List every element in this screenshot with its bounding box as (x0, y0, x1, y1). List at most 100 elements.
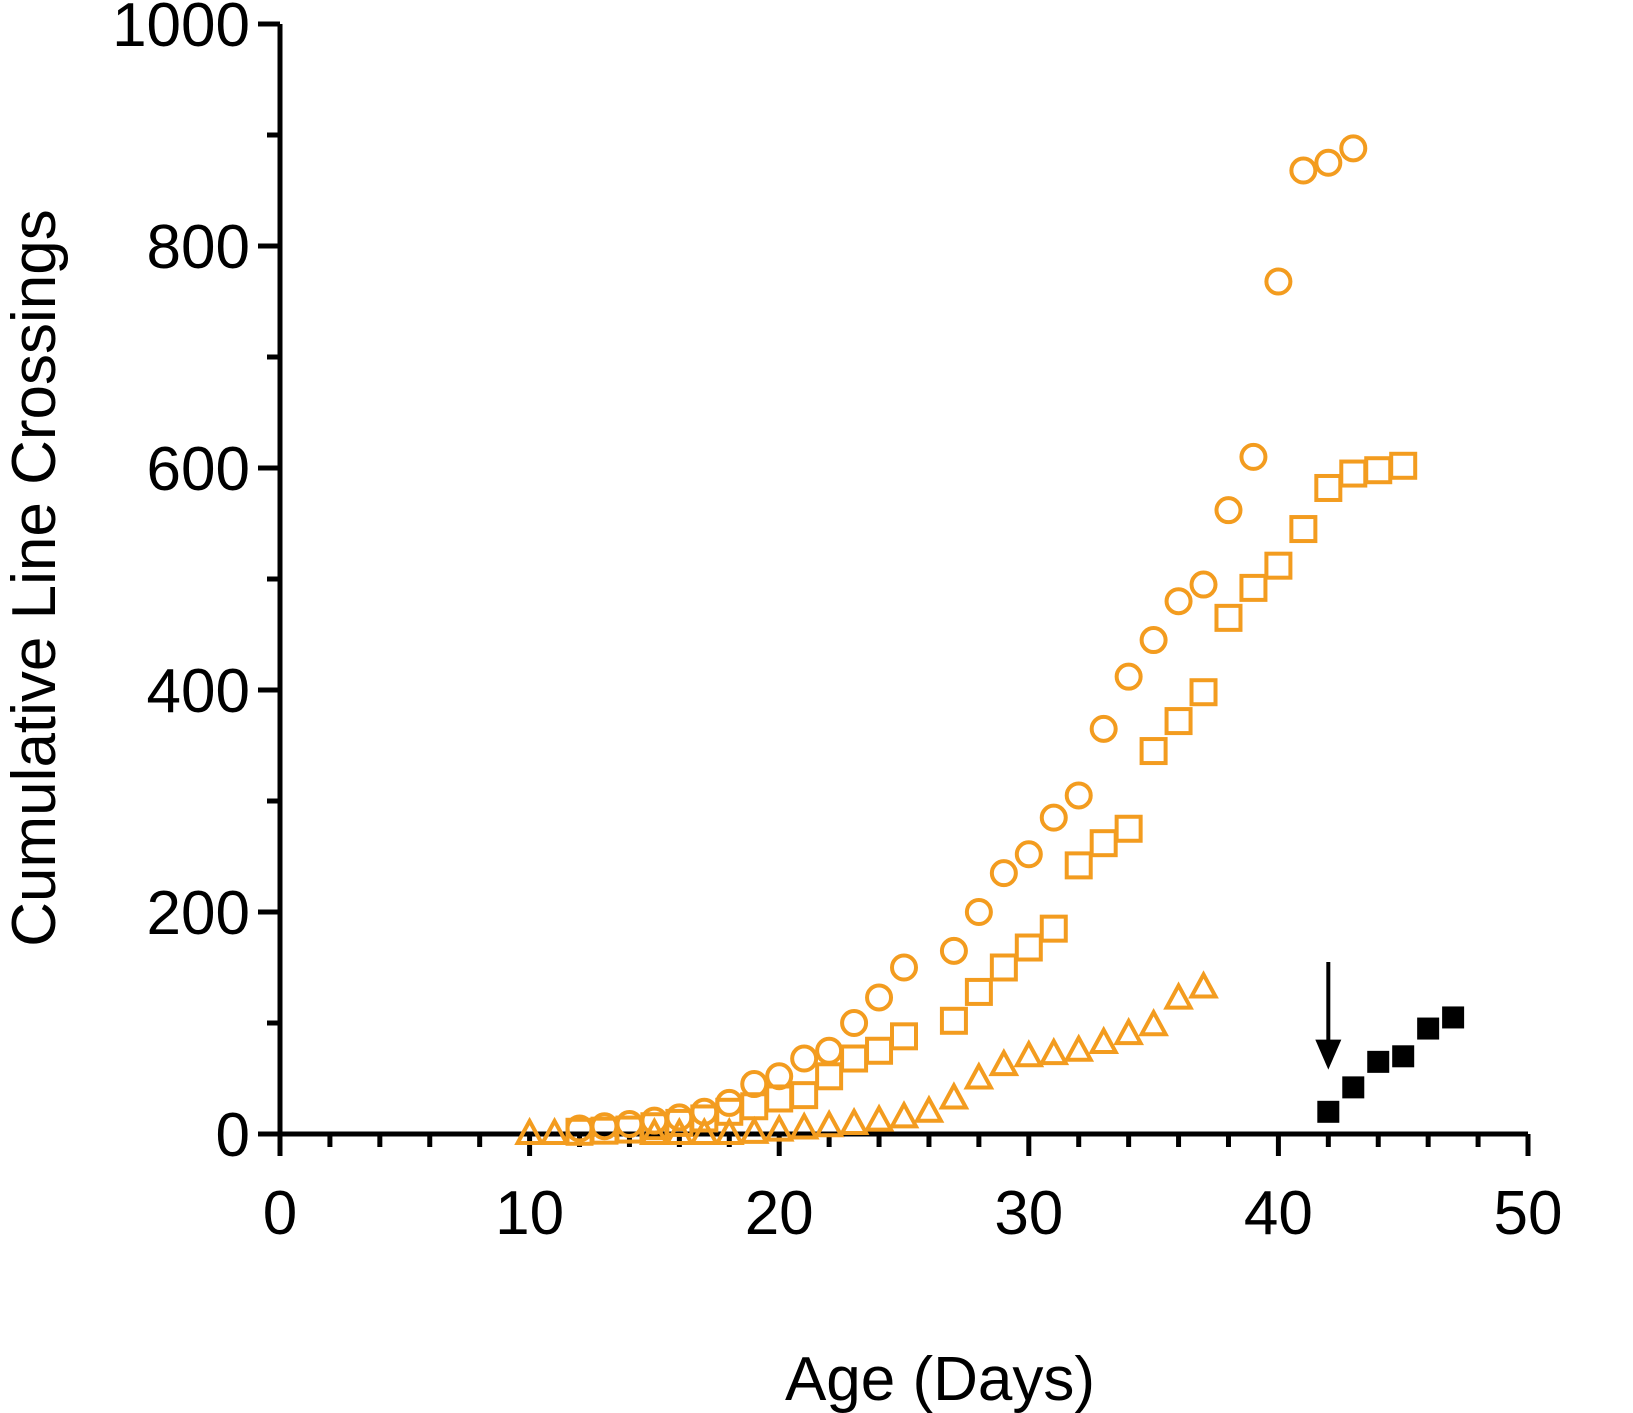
series-layer (514, 134, 1465, 1146)
data-point-circle (840, 1009, 869, 1037)
data-point-triangle (963, 1061, 995, 1090)
data-point-triangle (514, 1116, 545, 1145)
data-point-square (865, 1036, 894, 1065)
data-point-square (1364, 456, 1393, 485)
data-point-square (1314, 473, 1343, 502)
y-tick-label: 800 (147, 213, 250, 282)
arrow-head (1315, 1039, 1342, 1070)
data-point-triangle (1113, 1016, 1145, 1046)
data-point-circle (1014, 840, 1043, 869)
data-point-filled-square (1367, 1050, 1390, 1073)
data-point-triangle (1188, 970, 1219, 999)
data-point-filled-square (1442, 1006, 1465, 1029)
x-tick-label: 0 (263, 1179, 297, 1248)
data-point-square (1264, 551, 1293, 580)
y-tick-label: 0 (216, 1101, 250, 1170)
data-point-square (1064, 851, 1093, 880)
x-axis-title: Age (Days) (785, 1345, 1095, 1413)
x-tick-label: 10 (495, 1179, 564, 1248)
data-point-triangle (813, 1109, 845, 1138)
data-point-square (1114, 814, 1143, 843)
data-point-triangle (1088, 1025, 1120, 1054)
data-point-circle (939, 936, 968, 965)
data-point-circle (964, 898, 993, 926)
data-point-filled-square (1417, 1017, 1440, 1040)
data-point-circle (1164, 587, 1193, 616)
data-point-triangle (1038, 1036, 1070, 1066)
data-point-filled-square (1392, 1045, 1415, 1068)
annotation-layer (1315, 961, 1342, 1070)
data-point-circle (1239, 442, 1268, 471)
data-point-square (964, 977, 993, 1006)
data-point-circle (790, 1044, 819, 1073)
data-point-filled-square (1342, 1076, 1365, 1099)
data-point-circle (865, 983, 894, 1012)
data-point-square (989, 953, 1018, 982)
data-point-square (1214, 603, 1243, 632)
data-point-square (1014, 933, 1043, 962)
x-tick-label: 50 (1494, 1179, 1563, 1248)
data-point-triangle (738, 1115, 770, 1144)
data-point-square (840, 1044, 869, 1073)
data-point-triangle (688, 1116, 720, 1145)
data-point-square (790, 1081, 819, 1110)
data-point-square (1139, 737, 1168, 766)
data-point-triangle (713, 1116, 745, 1145)
data-point-triangle (863, 1103, 895, 1132)
data-point-circle (815, 1036, 844, 1065)
data-point-triangle (938, 1081, 970, 1110)
data-point-circle (989, 859, 1018, 888)
data-point-square (1289, 515, 1318, 544)
data-point-circle (1039, 803, 1068, 832)
data-point-triangle (639, 1116, 670, 1145)
axes: 0 200 400 600 800 1000 0 10 20 30 40 50 (112, 0, 1562, 1248)
data-point-triangle (539, 1116, 570, 1145)
data-point-triangle (913, 1094, 945, 1123)
data-point-triangle (988, 1048, 1020, 1077)
data-point-square (1089, 829, 1118, 858)
data-point-triangle (838, 1106, 870, 1136)
data-point-triangle (888, 1100, 920, 1129)
x-tick-label: 20 (745, 1179, 814, 1248)
data-point-square (1389, 451, 1418, 480)
y-tick-label: 200 (147, 879, 250, 948)
data-point-circle (1289, 156, 1318, 185)
series-triangles (514, 970, 1219, 1145)
data-point-triangle (763, 1113, 795, 1142)
y-axis-title: Cumulative Line Crossings (0, 209, 69, 946)
data-point-square (1039, 914, 1068, 943)
data-point-square (1339, 459, 1368, 488)
x-tick-label: 40 (1244, 1179, 1313, 1248)
data-point-square (1239, 573, 1268, 602)
series-filled-squares (1317, 1006, 1465, 1123)
data-point-triangle (1063, 1033, 1095, 1062)
data-point-triangle (1138, 1008, 1169, 1037)
data-point-triangle (788, 1111, 820, 1140)
data-point-circle (1214, 496, 1243, 525)
data-point-square (890, 1022, 918, 1051)
data-point-triangle (1163, 981, 1194, 1010)
series-open-squares (565, 451, 1418, 1146)
data-point-circle (715, 1088, 744, 1117)
data-point-circle (1339, 134, 1368, 163)
data-point-circle (1064, 781, 1093, 810)
data-point-square (1189, 678, 1218, 707)
data-point-circle (1139, 626, 1168, 655)
y-tick-label: 400 (147, 657, 250, 726)
data-point-square (939, 1006, 968, 1035)
data-point-circle (1264, 267, 1293, 296)
data-point-triangle (1013, 1039, 1045, 1068)
data-point-circle (1189, 570, 1218, 599)
y-tick-label: 600 (147, 435, 250, 504)
data-point-circle (1089, 714, 1118, 743)
y-tick-label: 1000 (112, 0, 250, 60)
data-point-circle (1314, 148, 1343, 177)
x-tick-label: 30 (994, 1179, 1063, 1248)
data-point-square (1164, 707, 1193, 736)
data-point-filled-square (1317, 1100, 1340, 1123)
data-point-square (815, 1062, 844, 1091)
data-point-triangle (663, 1116, 695, 1145)
data-point-circle (890, 953, 918, 982)
data-point-circle (1114, 662, 1143, 691)
